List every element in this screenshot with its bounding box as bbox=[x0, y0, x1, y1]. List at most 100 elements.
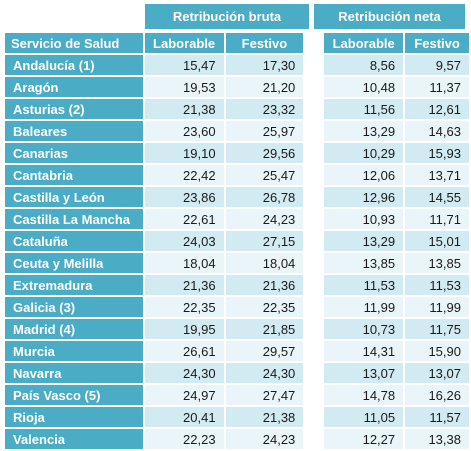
table-row: Murcia 26,61 29,57 14,31 15,90 bbox=[5, 341, 469, 361]
row-service-name: País Vasco (5) bbox=[5, 385, 143, 405]
cell-neta-festivo: 11,37 bbox=[405, 77, 469, 97]
table-row: Castilla La Mancha 22,61 24,23 10,93 11,71 bbox=[5, 209, 469, 229]
table-row: Extremadura 21,36 21,36 11,53 11,53 bbox=[5, 275, 469, 295]
cell-neta-festivo: 9,57 bbox=[405, 55, 469, 75]
cell-neta-laborable: 11,99 bbox=[324, 297, 404, 317]
cell-bruta-laborable: 22,23 bbox=[144, 429, 224, 449]
cell-neta-festivo: 11,57 bbox=[405, 407, 469, 427]
cell-bruta-laborable: 23,86 bbox=[144, 187, 224, 207]
cell-bruta-festivo: 25,97 bbox=[225, 121, 304, 141]
cell-neta-festivo: 13,07 bbox=[405, 363, 469, 383]
column-gap bbox=[305, 341, 323, 361]
cell-neta-festivo: 11,75 bbox=[405, 319, 469, 339]
column-gap bbox=[305, 407, 323, 427]
cell-neta-festivo: 13,38 bbox=[405, 429, 469, 449]
cell-bruta-festivo: 23,32 bbox=[225, 99, 304, 119]
row-service-name: Madrid (4) bbox=[5, 319, 143, 339]
cell-bruta-laborable: 18,04 bbox=[144, 253, 224, 273]
cell-neta-festivo: 14,55 bbox=[405, 187, 469, 207]
cell-neta-festivo: 13,71 bbox=[405, 165, 469, 185]
table-row: Ceuta y Melilla 18,04 18,04 13,85 13,85 bbox=[5, 253, 469, 273]
column-gap bbox=[305, 297, 323, 317]
cell-bruta-laborable: 19,53 bbox=[144, 77, 224, 97]
column-gap bbox=[305, 55, 323, 75]
cell-bruta-laborable: 15,47 bbox=[144, 55, 224, 75]
cell-bruta-laborable: 24,03 bbox=[144, 231, 224, 251]
cell-neta-festivo: 15,90 bbox=[405, 341, 469, 361]
cell-bruta-festivo: 18,04 bbox=[225, 253, 304, 273]
cell-neta-festivo: 12,61 bbox=[405, 99, 469, 119]
cell-bruta-laborable: 24,97 bbox=[144, 385, 224, 405]
cell-neta-laborable: 10,48 bbox=[324, 77, 404, 97]
row-service-name: Murcia bbox=[5, 341, 143, 361]
column-gap bbox=[305, 385, 323, 405]
cell-bruta-festivo: 24,30 bbox=[225, 363, 304, 383]
table-row: Galicia (3) 22,35 22,35 11,99 11,99 bbox=[5, 297, 469, 317]
column-gap bbox=[305, 253, 323, 273]
row-service-name: Cataluña bbox=[5, 231, 143, 251]
cell-neta-laborable: 14,78 bbox=[324, 385, 404, 405]
cell-neta-laborable: 13,29 bbox=[324, 231, 404, 251]
column-header-neta-laborable: Laborable bbox=[324, 33, 404, 53]
cell-neta-laborable: 10,93 bbox=[324, 209, 404, 229]
cell-neta-festivo: 15,01 bbox=[405, 231, 469, 251]
cell-bruta-festivo: 24,23 bbox=[225, 209, 304, 229]
cell-neta-festivo: 11,53 bbox=[405, 275, 469, 295]
row-service-name: Andalucía (1) bbox=[5, 55, 143, 75]
cell-neta-laborable: 10,73 bbox=[324, 319, 404, 339]
cell-bruta-laborable: 24,30 bbox=[144, 363, 224, 383]
table-row: Navarra 24,30 24,30 13,07 13,07 bbox=[5, 363, 469, 383]
row-service-name: Asturias (2) bbox=[5, 99, 143, 119]
row-service-name: Valencia bbox=[5, 429, 143, 449]
table-row: Asturias (2) 21,38 23,32 11,56 12,61 bbox=[5, 99, 469, 119]
column-gap bbox=[305, 319, 323, 339]
table-row: Madrid (4) 19,95 21,85 10,73 11,75 bbox=[5, 319, 469, 339]
cell-bruta-festivo: 22,35 bbox=[225, 297, 304, 317]
cell-bruta-festivo: 29,56 bbox=[225, 143, 304, 163]
table-row: Cataluña 24,03 27,15 13,29 15,01 bbox=[5, 231, 469, 251]
column-header-row: Servicio de Salud Laborable Festivo Labo… bbox=[5, 33, 469, 53]
cell-bruta-festivo: 21,85 bbox=[225, 319, 304, 339]
cell-neta-laborable: 11,56 bbox=[324, 99, 404, 119]
cell-bruta-laborable: 19,10 bbox=[144, 143, 224, 163]
column-gap bbox=[305, 275, 323, 295]
table-row: Canarias 19,10 29,56 10,29 15,93 bbox=[5, 143, 469, 163]
row-service-name: Navarra bbox=[5, 363, 143, 383]
cell-bruta-festivo: 29,57 bbox=[225, 341, 304, 361]
group-header-row: Retribución bruta Retribución neta bbox=[0, 4, 471, 29]
row-service-name: Canarias bbox=[5, 143, 143, 163]
column-header-neta-festivo: Festivo bbox=[405, 33, 469, 53]
cell-neta-laborable: 12,96 bbox=[324, 187, 404, 207]
column-gap bbox=[305, 209, 323, 229]
cell-bruta-laborable: 22,35 bbox=[144, 297, 224, 317]
column-gap bbox=[305, 143, 323, 163]
cell-neta-laborable: 11,53 bbox=[324, 275, 404, 295]
column-gap bbox=[305, 187, 323, 207]
salary-table: Servicio de Salud Laborable Festivo Labo… bbox=[3, 31, 471, 451]
cell-bruta-laborable: 23,60 bbox=[144, 121, 224, 141]
cell-bruta-festivo: 17,30 bbox=[225, 55, 304, 75]
cell-neta-laborable: 10,29 bbox=[324, 143, 404, 163]
column-gap bbox=[305, 99, 323, 119]
cell-neta-laborable: 8,56 bbox=[324, 55, 404, 75]
cell-neta-festivo: 13,85 bbox=[405, 253, 469, 273]
table-row: Valencia 22,23 24,23 12,27 13,38 bbox=[5, 429, 469, 449]
cell-bruta-laborable: 21,38 bbox=[144, 99, 224, 119]
cell-neta-laborable: 13,29 bbox=[324, 121, 404, 141]
cell-bruta-laborable: 22,61 bbox=[144, 209, 224, 229]
table-row: Cantabria 22,42 25,47 12,06 13,71 bbox=[5, 165, 469, 185]
table-row: Baleares 23,60 25,97 13,29 14,63 bbox=[5, 121, 469, 141]
cell-neta-laborable: 13,85 bbox=[324, 253, 404, 273]
cell-bruta-festivo: 27,47 bbox=[225, 385, 304, 405]
cell-neta-laborable: 11,05 bbox=[324, 407, 404, 427]
row-service-name: Rioja bbox=[5, 407, 143, 427]
cell-bruta-festivo: 26,78 bbox=[225, 187, 304, 207]
cell-bruta-festivo: 25,47 bbox=[225, 165, 304, 185]
table-row: País Vasco (5) 24,97 27,47 14,78 16,26 bbox=[5, 385, 469, 405]
cell-neta-laborable: 12,27 bbox=[324, 429, 404, 449]
column-gap bbox=[305, 165, 323, 185]
row-service-name: Extremadura bbox=[5, 275, 143, 295]
cell-neta-laborable: 13,07 bbox=[324, 363, 404, 383]
cell-bruta-festivo: 21,36 bbox=[225, 275, 304, 295]
